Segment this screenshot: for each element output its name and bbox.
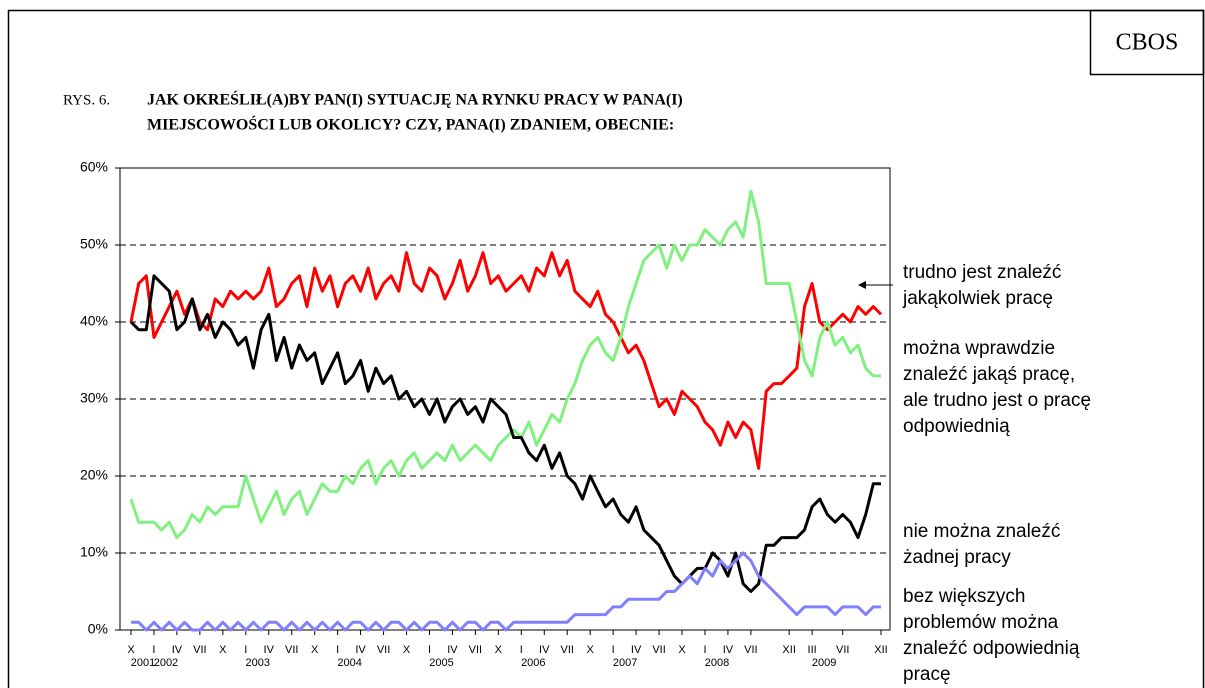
chart-title: JAK OKREŚLIŁ(A)BY PAN(I) SYTUACJĘ NA RYN… [147, 90, 683, 109]
x-tick-label: VII [652, 644, 665, 656]
x-tick-label: X [127, 644, 135, 656]
x-tick-label: VII [469, 644, 482, 656]
x-tick-label: X [219, 644, 227, 656]
x-tick-label: VII [285, 644, 298, 656]
x-tick-label: III [808, 644, 817, 656]
x-tick-label: VII [836, 644, 849, 656]
x-tick-label: IV [539, 644, 550, 656]
x-tick-label: IV [355, 644, 366, 656]
x-tick-label: IV [723, 644, 734, 656]
y-tick-label: 20% [80, 467, 108, 483]
x-tick-label: I [336, 644, 339, 656]
x-year-label: 2003 [246, 657, 270, 669]
y-tick-label: 50% [80, 236, 108, 252]
x-tick-label: I [612, 644, 615, 656]
figure-label: RYS. 6. [63, 92, 110, 108]
x-year-label: 2007 [613, 657, 637, 669]
badge: CBOS [1116, 30, 1179, 56]
x-year-label: 2006 [521, 657, 545, 669]
series-line [129, 189, 881, 540]
x-tick-label: X [403, 644, 411, 656]
legend-entry: bez większych problemów można znaleźć od… [903, 586, 1080, 685]
y-tick-label: 0% [88, 621, 108, 637]
series-line [129, 274, 881, 593]
x-tick-label: X [311, 644, 319, 656]
x-tick-label: IV [264, 644, 275, 656]
x-year-label: 2004 [337, 657, 361, 669]
legend-arrow-head [858, 281, 866, 289]
y-tick-label: 10% [80, 544, 108, 560]
series-line [129, 251, 883, 470]
y-tick-label: 60% [80, 159, 108, 175]
x-year-label: 2005 [429, 657, 453, 669]
x-tick-label: VII [560, 644, 573, 656]
x-tick-label: VII [744, 644, 757, 656]
y-tick-label: 30% [80, 390, 108, 406]
x-tick-label: IV [447, 644, 458, 656]
legend-entry: nie można znaleźć żadnej pracy [903, 521, 1061, 568]
x-year-label: 2009 [812, 657, 836, 669]
x-tick-label: I [703, 644, 706, 656]
x-tick-label: VII [377, 644, 390, 656]
x-year-label: 2001 [131, 657, 155, 669]
legend-entry: trudno jest znaleźć jakąkolwiek pracę [903, 262, 1062, 309]
x-tick-label: IV [631, 644, 642, 656]
x-tick-label: I [244, 644, 247, 656]
x-tick-label: X [495, 644, 503, 656]
x-tick-label: I [152, 644, 155, 656]
y-tick-label: 40% [80, 313, 108, 329]
x-tick-label: XII [874, 644, 887, 656]
x-year-label: 2002 [154, 657, 178, 669]
series-line [131, 551, 881, 632]
x-tick-label: X [678, 644, 686, 656]
x-tick-label: XII [782, 644, 795, 656]
frame [7, 9, 1205, 688]
x-tick-label: I [520, 644, 523, 656]
x-tick-label: VII [193, 644, 206, 656]
x-tick-label: I [428, 644, 431, 656]
chart-title: MIEJSCOWOŚCI LUB OKOLICY? CZY, PANA(I) Z… [147, 115, 674, 134]
x-year-label: 2008 [705, 657, 729, 669]
legend-entry: można wprawdzie znaleźć jakąś pracę, ale… [903, 338, 1092, 437]
x-tick-label: X [587, 644, 595, 656]
x-tick-label: IV [172, 644, 183, 656]
badge-box [1089, 9, 1205, 76]
